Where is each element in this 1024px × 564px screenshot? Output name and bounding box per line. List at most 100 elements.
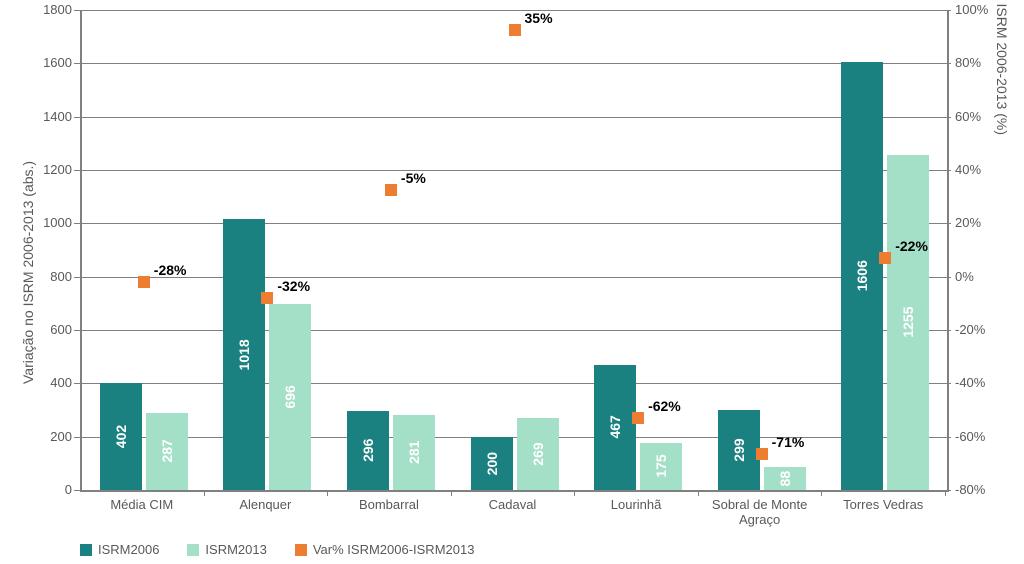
marker-value-label: -28% xyxy=(154,262,187,278)
tick-mark-left xyxy=(74,170,80,171)
bar-value-label: 1606 xyxy=(841,68,883,484)
y-tick-right: -60% xyxy=(955,429,1005,444)
marker-varpct xyxy=(261,292,273,304)
gridline xyxy=(82,117,947,118)
marker-varpct xyxy=(632,412,644,424)
gridline xyxy=(82,63,947,64)
legend-item-isrm2013: ISRM2013 xyxy=(187,542,266,557)
bar-isrm2006: 200 xyxy=(471,437,513,490)
gridline xyxy=(82,383,947,384)
tick-mark-left xyxy=(74,490,80,491)
y-tick-right: 100% xyxy=(955,2,1005,17)
y-tick-left: 1000 xyxy=(22,215,72,230)
bar-value-label: 1255 xyxy=(887,161,929,484)
y-tick-right: -80% xyxy=(955,482,1005,497)
x-category-label: Bombarral xyxy=(327,498,451,513)
y-tick-left: 1800 xyxy=(22,2,72,17)
bar-isrm2013: 696 xyxy=(269,304,311,490)
bar-value-label: 269 xyxy=(517,424,559,484)
tick-mark-bottom xyxy=(945,490,946,496)
legend-swatch xyxy=(295,544,307,556)
bar-value-label: 200 xyxy=(471,443,513,484)
tick-mark-bottom xyxy=(451,490,452,496)
gridline xyxy=(82,437,947,438)
bar-isrm2013: 88 xyxy=(764,467,806,490)
bar-isrm2006: 467 xyxy=(594,365,636,490)
bar-isrm2013: 287 xyxy=(146,413,188,490)
bar-value-label: 696 xyxy=(269,310,311,484)
y-tick-left: 1600 xyxy=(22,55,72,70)
bar-value-label: 296 xyxy=(347,417,389,484)
y-tick-right: -20% xyxy=(955,322,1005,337)
bar-value-label: 175 xyxy=(640,449,682,484)
tick-mark-bottom xyxy=(698,490,699,496)
marker-value-label: -32% xyxy=(277,278,310,294)
y-tick-left: 0 xyxy=(22,482,72,497)
marker-varpct xyxy=(138,276,150,288)
bar-isrm2006: 402 xyxy=(100,383,142,490)
marker-varpct xyxy=(509,24,521,36)
y-tick-right: -40% xyxy=(955,375,1005,390)
legend: ISRM2006 ISRM2013 Var% ISRM2006-ISRM2013 xyxy=(80,542,474,557)
bar-isrm2006: 296 xyxy=(347,411,389,490)
marker-value-label: -62% xyxy=(648,398,681,414)
x-category-label: Média CIM xyxy=(80,498,204,513)
marker-value-label: -71% xyxy=(772,434,805,450)
tick-mark-bottom xyxy=(204,490,205,496)
bar-value-label: 402 xyxy=(100,389,142,484)
bar-value-label: 1018 xyxy=(223,225,265,484)
marker-varpct xyxy=(385,184,397,196)
y-tick-left: 400 xyxy=(22,375,72,390)
tick-mark-left xyxy=(74,277,80,278)
gridline xyxy=(82,277,947,278)
tick-mark-bottom xyxy=(821,490,822,496)
y-tick-right: 60% xyxy=(955,109,1005,124)
isrm-chart: 402287-28%1018696-32%296281-5%20026935%4… xyxy=(0,0,1024,564)
bar-value-label: 299 xyxy=(718,416,760,484)
tick-mark-left xyxy=(74,10,80,11)
marker-value-label: -22% xyxy=(895,238,928,254)
x-category-label: Lourinhã xyxy=(574,498,698,513)
marker-value-label: 35% xyxy=(525,10,553,26)
y-tick-left: 200 xyxy=(22,429,72,444)
bar-isrm2013: 281 xyxy=(393,415,435,490)
tick-mark-left xyxy=(74,437,80,438)
bar-value-label: 287 xyxy=(146,419,188,484)
y-tick-right: 80% xyxy=(955,55,1005,70)
bar-isrm2013: 1255 xyxy=(887,155,929,490)
legend-swatch xyxy=(187,544,199,556)
y-tick-right: 20% xyxy=(955,215,1005,230)
gridline xyxy=(82,10,947,11)
y-tick-left: 1200 xyxy=(22,162,72,177)
y-tick-right: 40% xyxy=(955,162,1005,177)
marker-varpct xyxy=(756,448,768,460)
plot-area: 402287-28%1018696-32%296281-5%20026935%4… xyxy=(80,10,949,492)
legend-item-varpct: Var% ISRM2006-ISRM2013 xyxy=(295,542,475,557)
tick-mark-left xyxy=(74,117,80,118)
y-tick-left: 800 xyxy=(22,269,72,284)
tick-mark-left xyxy=(74,330,80,331)
x-category-label: Torres Vedras xyxy=(821,498,945,513)
legend-label: Var% ISRM2006-ISRM2013 xyxy=(313,542,475,557)
gridline xyxy=(82,223,947,224)
legend-label: ISRM2006 xyxy=(98,542,159,557)
tick-mark-bottom xyxy=(574,490,575,496)
y-tick-left: 1400 xyxy=(22,109,72,124)
marker-varpct xyxy=(879,252,891,264)
gridline xyxy=(82,170,947,171)
bar-value-label: 88 xyxy=(764,473,806,484)
legend-item-isrm2006: ISRM2006 xyxy=(80,542,159,557)
bar-isrm2013: 175 xyxy=(640,443,682,490)
bar-isrm2013: 269 xyxy=(517,418,559,490)
bar-value-label: 467 xyxy=(594,371,636,484)
legend-swatch xyxy=(80,544,92,556)
tick-mark-left xyxy=(74,383,80,384)
bar-isrm2006: 299 xyxy=(718,410,760,490)
tick-mark-left xyxy=(74,223,80,224)
legend-label: ISRM2013 xyxy=(205,542,266,557)
bar-value-label: 281 xyxy=(393,421,435,484)
x-category-label: Cadaval xyxy=(451,498,575,513)
bar-isrm2006: 1606 xyxy=(841,62,883,490)
tick-mark-bottom xyxy=(327,490,328,496)
x-category-label: Sobral de MonteAgraço xyxy=(698,498,822,528)
